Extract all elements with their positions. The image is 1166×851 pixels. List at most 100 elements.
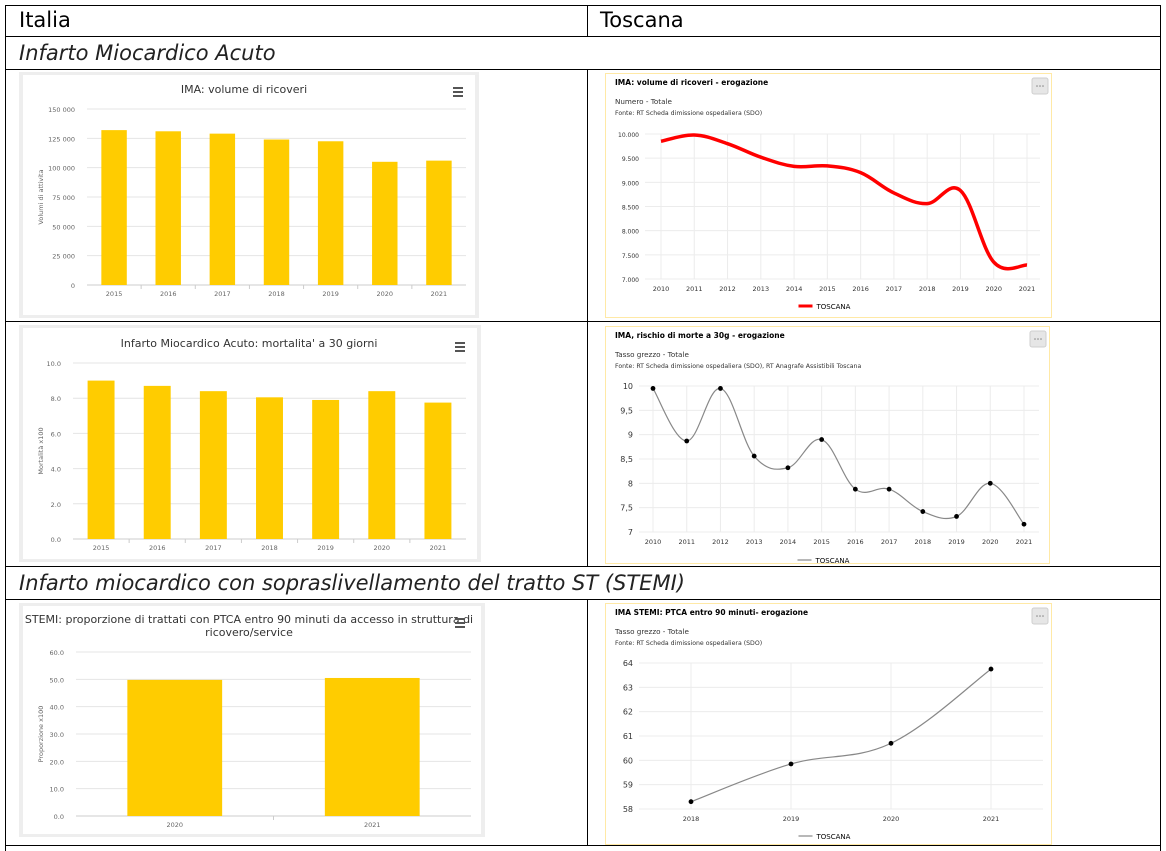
y-tick-label: 7,5 (620, 504, 633, 513)
data-point (819, 437, 825, 442)
x-tick-label: 2016 (149, 544, 166, 552)
table-row-divider-4 (5, 566, 1161, 567)
ellipsis-icon[interactable] (1031, 77, 1049, 95)
y-tick-label: 8.500 (622, 205, 639, 212)
x-tick-label: 2017 (205, 544, 222, 552)
data-point (684, 438, 690, 444)
ellipsis-icon[interactable] (1031, 607, 1049, 625)
x-tick-label: 2010 (645, 538, 662, 546)
x-tick-label: 2021 (1019, 285, 1036, 293)
y-tick-label: 10.0 (47, 360, 61, 368)
bar (426, 160, 452, 285)
x-tick-label: 2012 (712, 538, 729, 546)
data-point (718, 386, 723, 391)
section-title-ima: Infarto Miocardico Acuto (19, 41, 276, 65)
y-tick-label: 2.0 (51, 501, 61, 509)
series-line-toscana (660, 133, 1028, 271)
y-tick-label: 7 (628, 528, 633, 537)
y-tick-label: 8 (628, 479, 633, 488)
data-point (888, 740, 894, 746)
x-tick-label: 2016 (852, 285, 869, 293)
table-border-left (5, 5, 6, 851)
table-row-divider-5 (5, 599, 1161, 600)
chart-source: Fonte: RT Scheda dimissione ospedaliera … (615, 110, 762, 117)
x-tick-label: 2017 (881, 538, 898, 546)
x-tick-label: 2021 (430, 544, 447, 552)
chart-frame (605, 603, 1052, 845)
x-tick-label: 2010 (653, 285, 670, 293)
hamburger-menu-icon[interactable] (455, 618, 465, 628)
header-italia: Italia (19, 8, 71, 32)
chart-subtitle: Numero - Totale (615, 97, 672, 106)
x-tick-label: 2011 (678, 538, 695, 546)
x-tick-label: 2021 (364, 821, 381, 829)
y-tick-label: 9.000 (622, 180, 639, 187)
chart-source: Fonte: RT Scheda dimissione ospedaliera … (615, 640, 762, 647)
data-point (751, 453, 757, 459)
chart-source: Fonte: RT Scheda dimissione ospedaliera … (615, 363, 861, 370)
x-tick-label: 2012 (719, 285, 736, 293)
legend-label[interactable]: TOSCANA (816, 833, 851, 841)
ellipsis-icon[interactable] (1029, 330, 1047, 348)
table-row-divider-1 (5, 36, 1161, 37)
x-tick-label: 2016 (160, 290, 177, 298)
data-point (920, 509, 926, 514)
x-tick-label: 2015 (106, 290, 123, 298)
y-tick-label: 8,5 (620, 455, 633, 464)
legend-label[interactable]: TOSCANA (815, 557, 850, 564)
x-tick-label: 2011 (686, 285, 703, 293)
data-point (886, 486, 892, 492)
data-point (988, 666, 994, 672)
table-row-divider-6 (5, 845, 1161, 846)
chart-italia-ima-volume: IMA: volume di ricoveri 0 25 000 50 000 75 0… (19, 72, 479, 318)
bar (209, 133, 236, 285)
x-tick-label: 2018 (683, 815, 700, 823)
bar (155, 131, 181, 285)
y-tick-label: 100 000 (48, 165, 75, 173)
y-tick-label: 20.0 (50, 758, 64, 766)
bar (87, 380, 115, 539)
y-tick-label: 60.0 (50, 649, 64, 657)
y-tick-label: 10 (623, 382, 633, 391)
x-tick-label: 2018 (268, 290, 285, 298)
data-point (1021, 521, 1027, 527)
y-tick-label: 6.0 (51, 430, 61, 438)
legend-label[interactable]: TOSCANA (816, 303, 851, 311)
x-tick-label: 2018 (915, 538, 932, 546)
x-tick-label: 2019 (783, 815, 800, 823)
chart-background (23, 75, 475, 315)
table-col-divider-1 (587, 5, 588, 36)
chart-title-line-2: ricovero/service (205, 626, 293, 639)
hamburger-menu-icon[interactable] (455, 342, 465, 352)
header-toscana: Toscana (600, 8, 684, 32)
x-tick-label: 2018 (261, 544, 278, 552)
x-tick-label: 2014 (780, 538, 797, 546)
chart-toscana-ima-rischio: IMA, rischio di morte a 30g - erogazione… (605, 326, 1050, 564)
bar (101, 130, 127, 285)
table-row-divider-3 (5, 321, 1161, 322)
x-tick-label: 2020 (377, 290, 394, 298)
y-tick-label: 40.0 (50, 704, 64, 712)
x-tick-label: 2020 (883, 815, 900, 823)
y-axis-label: Mortalità x100 (37, 427, 45, 474)
y-tick-label: 63 (623, 683, 633, 692)
bar (368, 391, 396, 539)
y-tick-label: 4.0 (51, 466, 61, 474)
table-border-top (5, 5, 1161, 6)
hamburger-menu-icon[interactable] (453, 87, 463, 97)
y-tick-label: 8.0 (51, 395, 61, 403)
chart-subtitle: Tasso grezzo - Totale (614, 350, 689, 359)
chart-italia-stemi-ptca: STEMI: proporzione di trattati con PTCA … (19, 603, 485, 837)
x-tick-label: 2019 (948, 538, 965, 546)
chart-toscana-stemi-ptca: IMA STEMI: PTCA entro 90 minuti- erogazi… (605, 603, 1052, 845)
y-tick-label: 50 000 (52, 223, 75, 231)
x-tick-label: 2015 (813, 538, 830, 546)
table-border-right (1160, 5, 1161, 851)
x-tick-label: 2020 (166, 821, 183, 829)
chart-frame (605, 73, 1052, 318)
data-point (987, 480, 993, 486)
table-row-divider-2 (5, 69, 1161, 70)
y-tick-label: 9.500 (622, 156, 639, 163)
bar (424, 402, 452, 539)
chart-italia-ima-mortalita: Infarto Miocardico Acuto: mortalita' a 3… (19, 325, 481, 562)
